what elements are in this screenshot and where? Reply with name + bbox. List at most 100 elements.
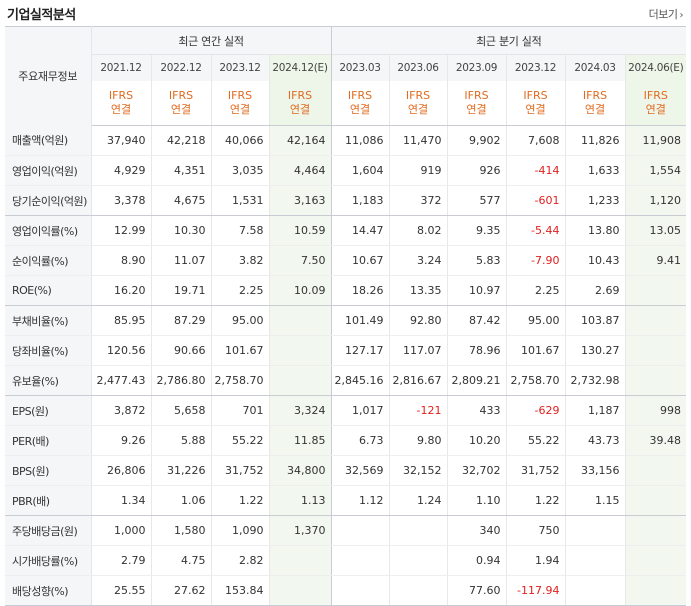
period-header: 2023.09 bbox=[446, 54, 507, 81]
table-cell: 2.82 bbox=[210, 545, 269, 576]
table-cell: 2.69 bbox=[564, 275, 626, 306]
table-cell: 1.12 bbox=[330, 485, 390, 516]
table-row: PER(배) 9.26 5.88 55.22 11.85 6.73 9.80 10.20 55.… bbox=[5, 425, 687, 456]
table-cell: 3,035 bbox=[210, 155, 269, 186]
basis-scope: 연결 bbox=[525, 103, 546, 116]
table-cell bbox=[624, 275, 687, 306]
table-cell: 40,066 bbox=[210, 125, 269, 156]
table-body: 매출액(억원) 37,940 42,218 40,066 42,164 11,086 11,… bbox=[5, 125, 687, 606]
basis-header: IFRS 연결 bbox=[91, 81, 151, 126]
basis-scope: 연결 bbox=[289, 103, 311, 116]
table-cell: 42,164 bbox=[268, 125, 332, 156]
table-cell: 31,752 bbox=[505, 455, 566, 486]
table-cell: 7.50 bbox=[268, 245, 332, 276]
table-cell: 577 bbox=[446, 185, 507, 216]
basis-header: IFRS 연결 bbox=[624, 81, 687, 126]
table-cell: 10.43 bbox=[564, 245, 626, 276]
table-row: 영업이익(억원) 4,929 4,351 3,035 4,464 1,604 919 926-… bbox=[5, 155, 687, 186]
financial-table: 주요재무정보 최근 연간 실적 최근 분기 실적 2021.12 2022.12 2… bbox=[5, 26, 687, 606]
table-cell: 998 bbox=[624, 395, 687, 426]
table-cell bbox=[388, 515, 448, 546]
row-label: PER(배) bbox=[5, 425, 92, 456]
table-cell: 1,580 bbox=[150, 515, 211, 546]
table-cell: 5.83 bbox=[446, 245, 507, 276]
table-cell: 31,226 bbox=[150, 455, 211, 486]
table-row: 매출액(억원) 37,940 42,218 40,066 42,164 11,086 11,… bbox=[5, 125, 687, 156]
table-cell: 55.22 bbox=[210, 425, 269, 456]
table-cell bbox=[268, 305, 332, 336]
table-cell bbox=[268, 575, 332, 606]
table-cell: 10.59 bbox=[268, 215, 332, 246]
basis-standard: IFRS bbox=[168, 89, 194, 102]
row-label: EPS(원) bbox=[5, 395, 92, 426]
table-cell bbox=[388, 545, 448, 576]
table-cell: 926 bbox=[446, 155, 507, 186]
table-row: 영업이익률(%) 12.99 10.30 7.58 10.59 14.47 8.02 9.35… bbox=[5, 215, 687, 246]
table-cell: 10.30 bbox=[150, 215, 211, 246]
table-cell: 2,816.67 bbox=[388, 365, 448, 396]
more-link[interactable]: 더보기 › bbox=[649, 6, 684, 22]
quarter-group-header: 최근 분기 실적 bbox=[330, 26, 687, 55]
table-cell: 55.22 bbox=[505, 425, 566, 456]
table-cell: 2,786.80 bbox=[150, 365, 211, 396]
table-cell bbox=[624, 545, 687, 576]
basis-header: IFRS 연결 bbox=[150, 81, 211, 126]
table-row: 당좌비율(%) 120.56 90.66 101.67 127.17 117.07 78.9… bbox=[5, 335, 687, 366]
table-row: BPS(원) 26,806 31,226 31,752 34,800 32,569 32,1… bbox=[5, 455, 687, 486]
table-cell: 10.97 bbox=[446, 275, 507, 306]
table-cell: 1.24 bbox=[388, 485, 448, 516]
basis-header: IFRS 연결 bbox=[388, 81, 448, 126]
table-cell: 2,845.16 bbox=[330, 365, 390, 396]
row-label: ROE(%) bbox=[5, 275, 92, 306]
row-label: 영업이익(억원) bbox=[5, 155, 92, 186]
row-label: 주당배당금(원) bbox=[5, 515, 92, 546]
table-cell bbox=[268, 335, 332, 366]
table-row: PBR(배) 1.34 1.06 1.22 1.13 1.12 1.24 1.10 1.22 1.… bbox=[5, 485, 687, 516]
table-row: 시가배당률(%) 2.79 4.75 2.82 0.94 1.94 bbox=[5, 545, 687, 576]
basis-scope: 연결 bbox=[110, 103, 132, 116]
table-cell: 750 bbox=[505, 515, 566, 546]
row-label: PBR(배) bbox=[5, 485, 92, 516]
table-cell bbox=[268, 545, 332, 576]
basis-scope: 연결 bbox=[170, 103, 192, 116]
table-row: 부채비율(%) 85.95 87.29 95.00 101.49 92.80 87.42 95… bbox=[5, 305, 687, 336]
table-cell: 1.13 bbox=[268, 485, 332, 516]
table-cell: 19.71 bbox=[150, 275, 211, 306]
row-label: 부채비율(%) bbox=[5, 305, 92, 336]
table-cell: 4.75 bbox=[150, 545, 211, 576]
row-label: 배당성향(%) bbox=[5, 575, 92, 606]
table-cell: 340 bbox=[446, 515, 507, 546]
table-cell bbox=[564, 575, 626, 606]
basis-scope: 연결 bbox=[584, 103, 606, 116]
period-header: 2021.12 bbox=[91, 54, 151, 81]
period-header-row: 2021.12 2022.12 2023.12 2024.12(E) 2023.03 20… bbox=[5, 54, 687, 81]
table-cell: 1,017 bbox=[330, 395, 390, 426]
table-cell bbox=[624, 455, 687, 486]
table-cell: 3,872 bbox=[91, 395, 151, 426]
row-label: 영업이익률(%) bbox=[5, 215, 92, 246]
table-cell: 101.49 bbox=[330, 305, 390, 336]
table-cell: 87.42 bbox=[446, 305, 507, 336]
table-cell: 3,163 bbox=[268, 185, 332, 216]
table-row: ROE(%) 16.20 19.71 2.25 10.09 18.26 13.35 10.97… bbox=[5, 275, 687, 306]
table-cell: 2,477.43 bbox=[91, 365, 151, 396]
table-cell: -601 bbox=[505, 185, 566, 216]
table-cell: 153.84 bbox=[210, 575, 269, 606]
table-cell bbox=[330, 545, 390, 576]
table-cell: 25.55 bbox=[91, 575, 151, 606]
table-cell: 10.09 bbox=[268, 275, 332, 306]
table-cell: 433 bbox=[446, 395, 507, 426]
table-cell: 6.73 bbox=[330, 425, 390, 456]
table-cell: 0.94 bbox=[446, 545, 507, 576]
table-cell: 919 bbox=[388, 155, 448, 186]
table-cell bbox=[388, 575, 448, 606]
table-cell: 1,090 bbox=[210, 515, 269, 546]
row-label: 당기순이익(억원) bbox=[5, 185, 92, 216]
table-cell: 1,187 bbox=[564, 395, 626, 426]
table-cell bbox=[624, 575, 687, 606]
table-cell bbox=[564, 515, 626, 546]
table-cell: 27.62 bbox=[150, 575, 211, 606]
table-cell: 4,464 bbox=[268, 155, 332, 186]
basis-standard: IFRS bbox=[643, 89, 668, 102]
table-cell: 1,000 bbox=[91, 515, 151, 546]
